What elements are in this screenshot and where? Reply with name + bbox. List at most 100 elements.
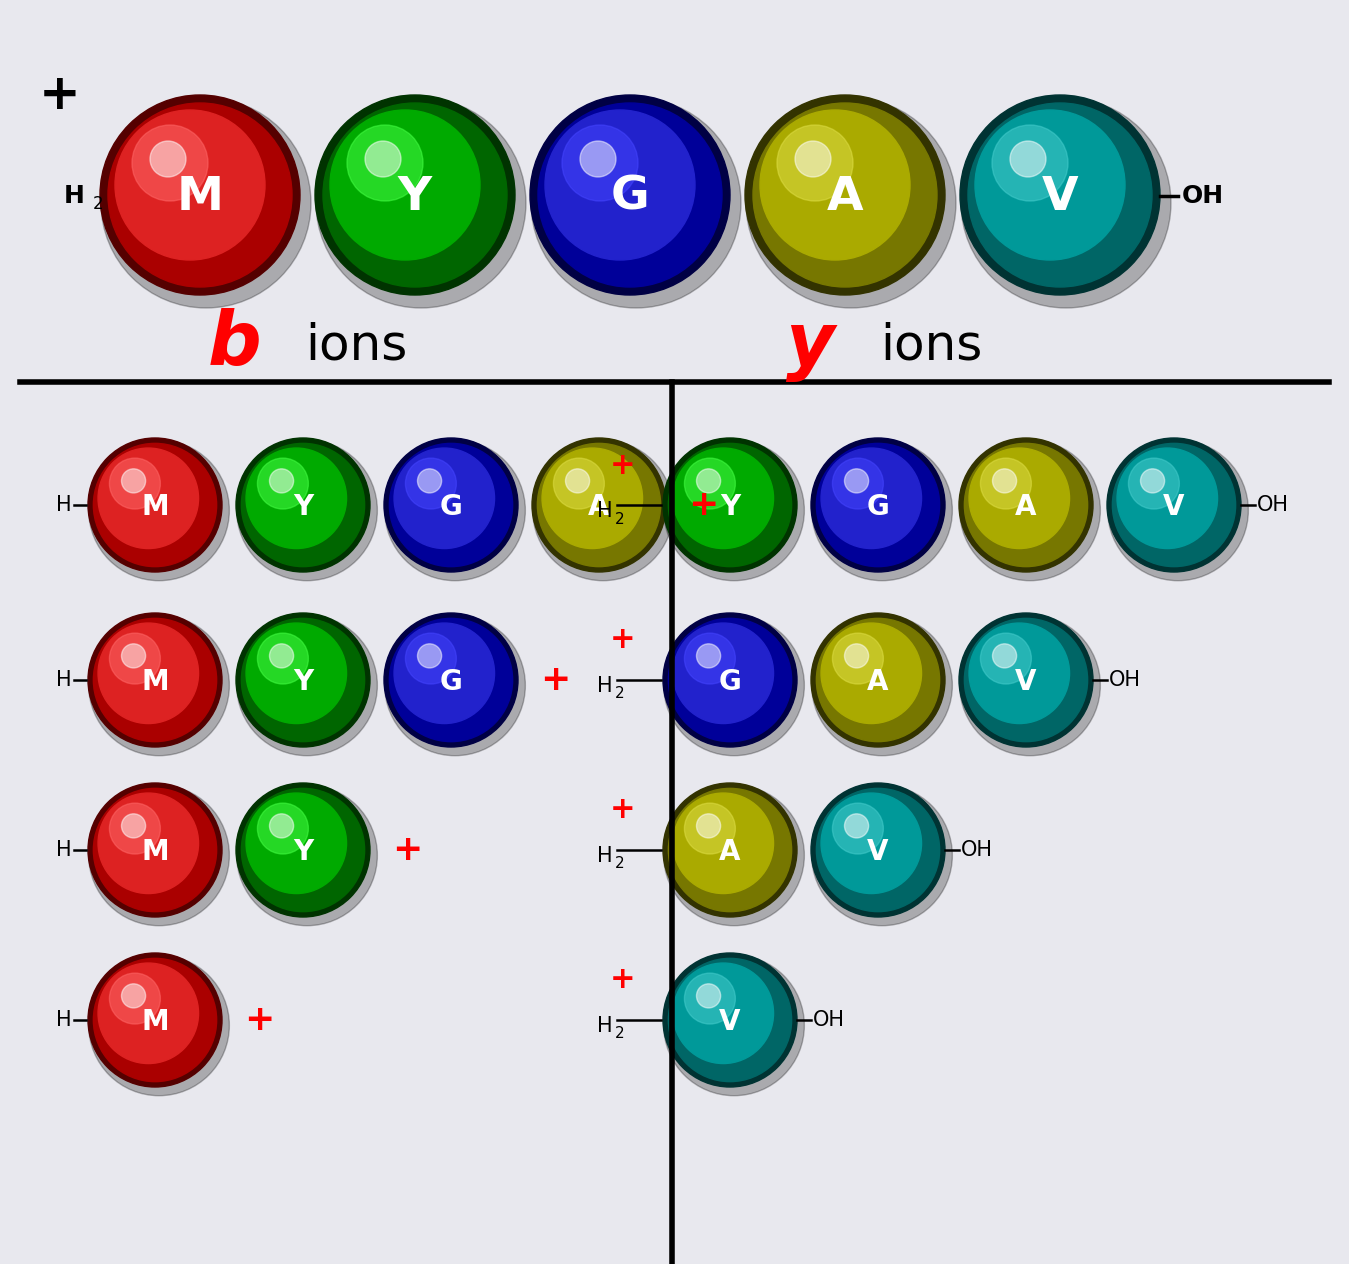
Circle shape — [684, 973, 735, 1024]
Circle shape — [93, 444, 217, 566]
Text: +: + — [540, 664, 571, 696]
Circle shape — [1117, 447, 1218, 549]
Circle shape — [673, 447, 773, 549]
Circle shape — [89, 785, 229, 925]
Circle shape — [241, 789, 364, 911]
Circle shape — [745, 95, 946, 295]
Circle shape — [88, 953, 223, 1087]
Circle shape — [811, 439, 946, 573]
Circle shape — [811, 613, 946, 747]
Circle shape — [270, 469, 294, 493]
Circle shape — [844, 814, 869, 838]
Text: 2: 2 — [615, 512, 625, 527]
Circle shape — [384, 440, 525, 580]
Text: A: A — [1016, 493, 1037, 521]
Circle shape — [816, 444, 940, 566]
Circle shape — [109, 973, 161, 1024]
Text: Y: Y — [398, 174, 432, 220]
Circle shape — [684, 633, 735, 684]
Text: M: M — [142, 493, 169, 521]
Circle shape — [668, 789, 792, 911]
Text: OH: OH — [1182, 185, 1224, 209]
Text: +: + — [393, 833, 422, 867]
Text: H: H — [65, 185, 85, 209]
Circle shape — [121, 469, 146, 493]
Circle shape — [316, 99, 526, 308]
Circle shape — [384, 439, 518, 573]
Circle shape — [662, 782, 797, 916]
Circle shape — [241, 444, 364, 566]
Text: H: H — [57, 495, 71, 514]
Text: V: V — [719, 1007, 741, 1036]
Text: 2: 2 — [615, 686, 625, 702]
Circle shape — [844, 643, 869, 667]
Circle shape — [981, 458, 1032, 509]
Circle shape — [960, 99, 1171, 308]
Text: +: + — [39, 71, 81, 119]
Circle shape — [537, 444, 661, 566]
Circle shape — [832, 458, 884, 509]
Text: A: A — [719, 838, 741, 866]
Circle shape — [816, 618, 940, 742]
Circle shape — [959, 439, 1093, 573]
Text: V: V — [867, 838, 889, 866]
Text: M: M — [177, 174, 224, 220]
Text: H: H — [598, 846, 612, 866]
Circle shape — [258, 633, 309, 684]
Text: Y: Y — [720, 493, 741, 521]
Circle shape — [390, 618, 513, 742]
Circle shape — [563, 125, 638, 201]
Circle shape — [88, 613, 223, 747]
Text: +: + — [688, 488, 719, 522]
Text: +: + — [610, 450, 635, 479]
Text: y: y — [785, 308, 835, 382]
Circle shape — [89, 616, 229, 756]
Circle shape — [673, 623, 773, 723]
Text: 2: 2 — [93, 195, 104, 214]
Circle shape — [553, 458, 604, 509]
Circle shape — [1140, 469, 1164, 493]
Circle shape — [236, 613, 370, 747]
Circle shape — [417, 469, 441, 493]
Circle shape — [664, 785, 804, 925]
Text: A: A — [827, 174, 863, 220]
Circle shape — [150, 142, 186, 177]
Text: +: + — [610, 626, 635, 655]
Circle shape — [580, 142, 616, 177]
Circle shape — [664, 616, 804, 756]
Circle shape — [532, 439, 666, 573]
Circle shape — [258, 458, 309, 509]
Circle shape — [1108, 439, 1241, 573]
Circle shape — [816, 789, 940, 911]
Circle shape — [795, 142, 831, 177]
Circle shape — [696, 643, 720, 667]
Circle shape — [965, 444, 1087, 566]
Circle shape — [384, 616, 525, 756]
Circle shape — [394, 447, 495, 549]
Text: OH: OH — [813, 1010, 844, 1030]
Circle shape — [417, 643, 441, 667]
Circle shape — [696, 983, 720, 1007]
Text: 2: 2 — [615, 857, 625, 871]
Text: +: + — [610, 795, 635, 824]
Circle shape — [696, 469, 720, 493]
Circle shape — [347, 125, 424, 201]
Text: H: H — [598, 676, 612, 696]
Text: +: + — [244, 1004, 274, 1036]
Circle shape — [121, 983, 146, 1007]
Circle shape — [812, 440, 952, 580]
Text: Y: Y — [293, 493, 313, 521]
Circle shape — [93, 789, 217, 911]
Circle shape — [696, 814, 720, 838]
Text: ions: ions — [305, 321, 407, 369]
Circle shape — [322, 102, 507, 287]
Circle shape — [406, 458, 456, 509]
Circle shape — [662, 613, 797, 747]
Circle shape — [236, 616, 378, 756]
Circle shape — [1113, 444, 1236, 566]
Text: V: V — [1163, 493, 1184, 521]
Text: OH: OH — [1109, 670, 1141, 690]
Circle shape — [108, 102, 291, 287]
Text: A: A — [588, 493, 610, 521]
Circle shape — [270, 814, 294, 838]
